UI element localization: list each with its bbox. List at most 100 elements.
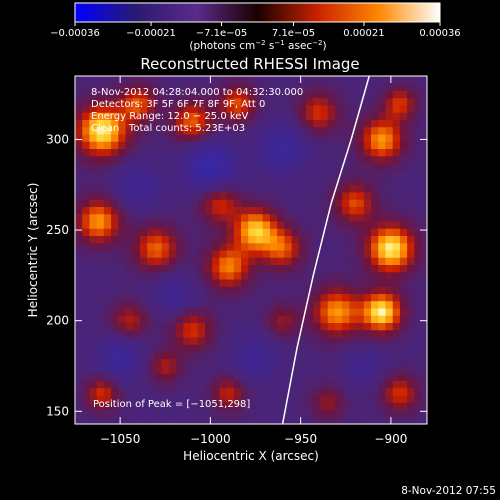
heatmap-cell [161, 250, 170, 258]
heatmap-cell [204, 380, 213, 389]
heatmap-cell [204, 213, 213, 222]
heatmap-cell [154, 235, 163, 244]
heatmap-cell [313, 337, 321, 345]
heatmap-cell [269, 177, 278, 186]
heatmap-cell [414, 83, 423, 91]
heatmap-cell [277, 409, 285, 418]
heatmap-cell [197, 155, 206, 164]
heatmap-cell [306, 163, 314, 171]
heatmap-cell [421, 170, 427, 178]
heatmap-cell [378, 141, 386, 149]
heatmap-cell [334, 199, 343, 207]
y-tick-label: 300 [46, 132, 69, 146]
heatmap-cell [233, 134, 242, 142]
heatmap-cell [298, 148, 307, 157]
heatmap-cell [176, 308, 184, 316]
heatmap-cell [168, 148, 177, 157]
heatmap-cell [241, 300, 249, 309]
heatmap-cell [392, 293, 401, 302]
heatmap-cell [349, 228, 358, 236]
heatmap-cell [421, 322, 427, 331]
heatmap-cell [197, 402, 206, 410]
heatmap-cell [226, 322, 235, 331]
heatmap-cell [96, 286, 105, 294]
heatmap-cell [233, 286, 242, 294]
heatmap-cell [197, 271, 206, 280]
heatmap-cell [371, 300, 379, 309]
heatmap-cell [219, 402, 228, 410]
heatmap-cell [82, 402, 90, 410]
heatmap-cell [96, 300, 105, 309]
heatmap-cell [421, 148, 427, 157]
heatmap-cell [255, 228, 264, 236]
heatmap-cell [219, 141, 228, 149]
heatmap-cell [255, 409, 264, 418]
heatmap-cell [132, 170, 141, 178]
footer-timestamp: 8-Nov-2012 07:55 [401, 485, 496, 497]
heatmap-cell [334, 351, 343, 360]
heatmap-cell [392, 134, 401, 142]
heatmap-cell [392, 97, 401, 106]
heatmap-cell [334, 213, 343, 222]
heatmap-cell [334, 395, 343, 403]
heatmap-cell [298, 358, 307, 367]
heatmap-cell [306, 148, 314, 157]
heatmap-cell [349, 213, 358, 222]
heatmap-cell [356, 264, 365, 273]
heatmap-cell [161, 373, 170, 381]
heatmap-cell [407, 322, 415, 331]
heatmap-cell [421, 293, 427, 302]
heatmap-cell [385, 105, 394, 113]
heatmap-cell [197, 76, 206, 84]
heatmap-cell [262, 235, 271, 244]
heatmap-cell [176, 235, 184, 244]
heatmap-cell [118, 315, 127, 323]
heatmap-cell [407, 250, 415, 258]
heatmap-cell [291, 76, 300, 84]
heatmap-cell [298, 213, 307, 222]
heatmap-cell [378, 184, 386, 193]
heatmap-cell [399, 293, 408, 302]
heatmap-cell [291, 271, 300, 280]
heatmap-cell [255, 395, 264, 403]
heatmap-cell [371, 206, 379, 215]
heatmap-cell [82, 293, 90, 302]
heatmap-cell [277, 395, 285, 403]
heatmap-cell [342, 155, 350, 164]
heatmap-cell [291, 184, 300, 193]
heatmap-cell [197, 83, 206, 91]
heatmap-cell [248, 228, 257, 236]
heatmap-cell [399, 155, 408, 164]
heatmap-cell [371, 228, 379, 236]
heatmap-cell [291, 213, 300, 222]
heatmap-cell [327, 387, 336, 396]
heatmap-cell [262, 257, 271, 265]
heatmap-cell [327, 163, 336, 171]
heatmap-cell [248, 293, 257, 302]
heatmap-cell [407, 315, 415, 323]
heatmap-cell [241, 119, 249, 128]
heatmap-cell [320, 184, 329, 193]
heatmap-cell [161, 264, 170, 273]
heatmap-cell [147, 344, 155, 352]
heatmap-cell [154, 228, 163, 236]
heatmap-cell [399, 76, 408, 84]
heatmap-cell [378, 351, 386, 360]
heatmap-cell [371, 126, 379, 135]
heatmap-cell [327, 112, 336, 120]
heatmap-cell [320, 416, 329, 424]
heatmap-cell [248, 416, 257, 424]
heatmap-cell [212, 83, 220, 91]
heatmap-cell [75, 148, 83, 157]
heatmap-cell [233, 257, 242, 265]
heatmap-cell [421, 192, 427, 200]
heatmap-cell [342, 402, 350, 410]
heatmap-cell [349, 271, 358, 280]
heatmap-cell [342, 184, 350, 193]
heatmap-cell [399, 402, 408, 410]
heatmap-cell [103, 271, 112, 280]
heatmap-cell [75, 250, 83, 258]
heatmap-cell [414, 344, 423, 352]
heatmap-cell [399, 380, 408, 389]
heatmap-cell [320, 119, 329, 128]
